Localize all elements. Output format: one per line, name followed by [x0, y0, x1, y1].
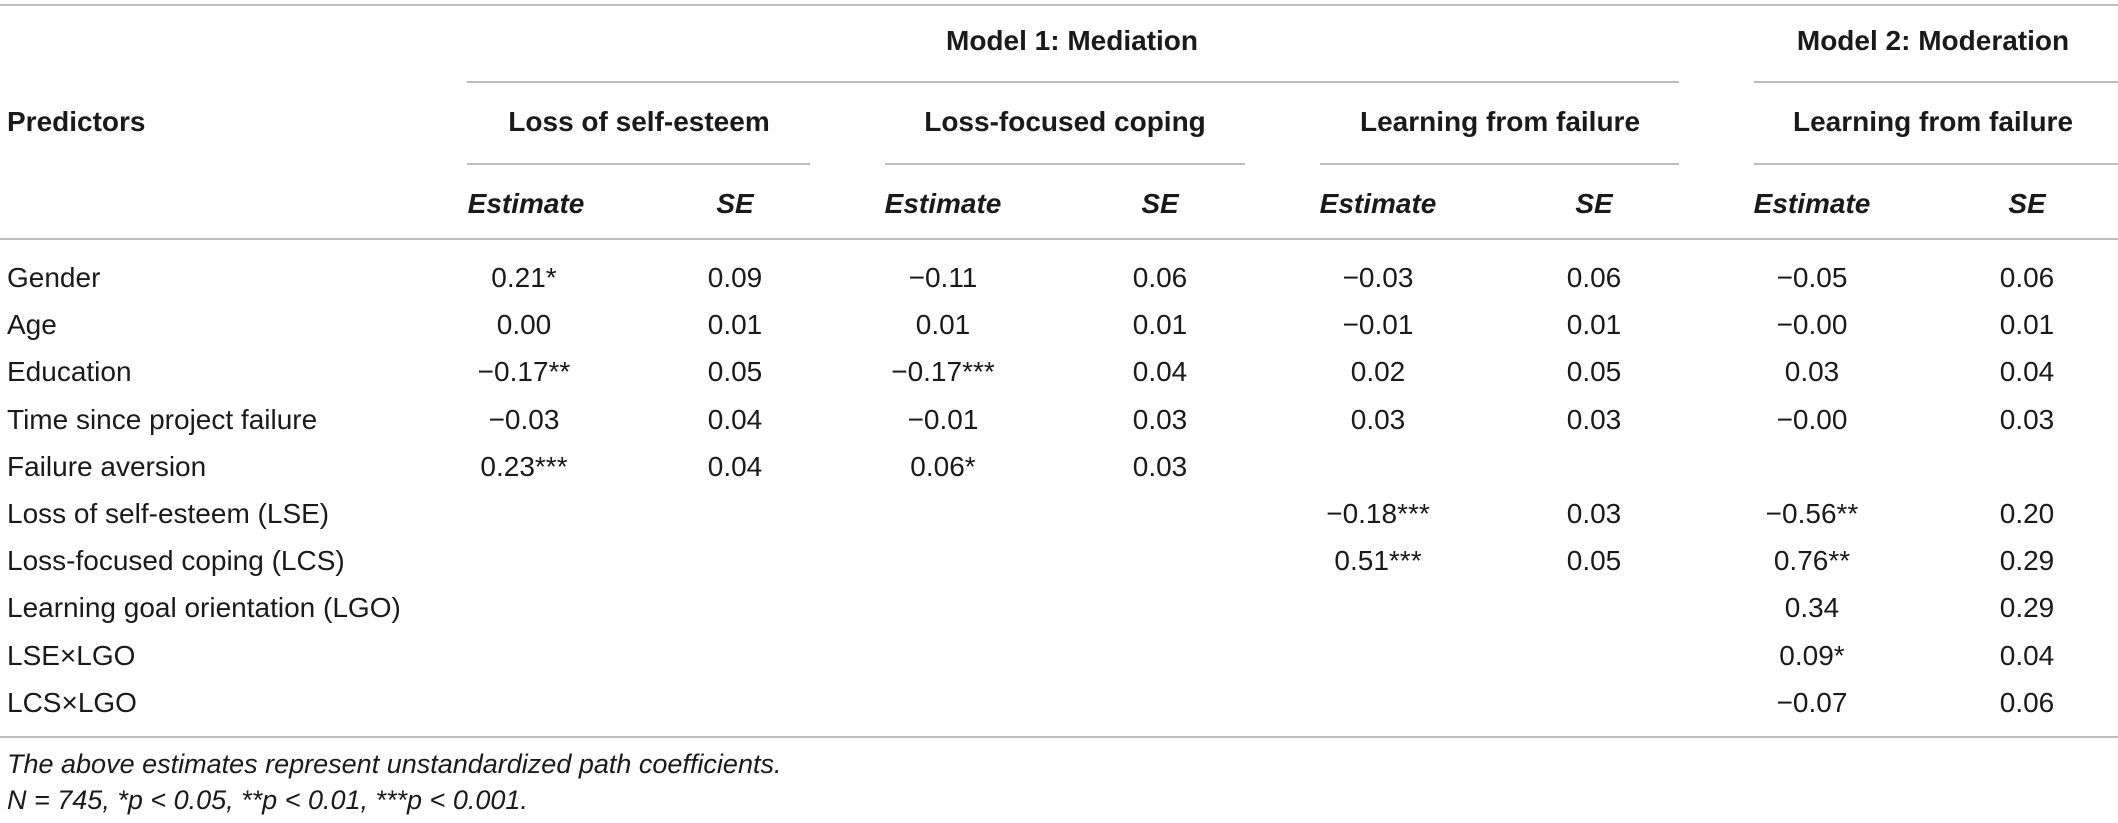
estimate-cell: 0.02	[1350, 356, 1406, 387]
row-label: Learning goal orientation (LGO)	[7, 592, 401, 623]
se-cell: 0.01	[1132, 309, 1188, 340]
subheader-se: SE	[716, 188, 754, 219]
se-cell: 0.06	[1999, 687, 2055, 718]
estimate-cell: −0.18***	[1326, 498, 1430, 529]
model1-rule	[467, 81, 1679, 83]
group-header-lcs: Loss-focused coping	[924, 106, 1206, 137]
subheader-estimate: Estimate	[884, 188, 1002, 219]
estimate-cell: −0.00	[1776, 309, 1848, 340]
se-cell: 0.03	[1566, 404, 1622, 435]
estimate-cell: −0.03	[488, 404, 560, 435]
estimate-cell: −0.03	[1342, 262, 1414, 293]
group3-rule	[1320, 163, 1679, 165]
group2-rule	[885, 163, 1245, 165]
estimate-cell: 0.76**	[1773, 545, 1851, 576]
top-rule	[0, 4, 2118, 6]
model2-rule	[1754, 81, 2118, 83]
estimate-cell: 0.00	[496, 309, 552, 340]
footnote-unstandardized: The above estimates represent unstandard…	[7, 749, 782, 779]
group-header-lff-2: Learning from failure	[1792, 106, 2074, 137]
se-cell: 0.04	[1132, 356, 1188, 387]
se-cell: 0.20	[1999, 498, 2055, 529]
group-header-lff-1: Learning from failure	[1359, 106, 1641, 137]
row-label: Time since project failure	[7, 404, 318, 435]
estimate-cell: 0.34	[1784, 592, 1840, 623]
se-cell: 0.03	[1566, 498, 1622, 529]
estimate-cell: 0.01	[915, 309, 971, 340]
se-cell: 0.03	[1999, 404, 2055, 435]
row-label: Loss of self-esteem (LSE)	[7, 498, 330, 529]
subheader-se: SE	[2008, 188, 2046, 219]
estimate-cell: 0.03	[1784, 356, 1840, 387]
estimate-cell: −0.11	[908, 262, 978, 293]
estimate-cell: −0.56**	[1765, 498, 1859, 529]
se-cell: 0.06	[1566, 262, 1622, 293]
estimate-cell: 0.23***	[480, 451, 568, 482]
subheader-estimate: Estimate	[1319, 188, 1437, 219]
model2-title: Model 2: Moderation	[1796, 25, 2070, 56]
se-cell: 0.06	[1999, 262, 2055, 293]
estimate-cell: −0.17**	[477, 356, 571, 387]
estimate-cell: 0.09*	[1779, 640, 1845, 671]
group1-rule	[467, 163, 810, 165]
subheader-estimate: Estimate	[1753, 188, 1871, 219]
subheader-se: SE	[1141, 188, 1179, 219]
table-bottom-rule	[0, 736, 2118, 738]
group4-rule	[1754, 163, 2118, 165]
estimate-cell: −0.01	[1342, 309, 1414, 340]
se-cell: 0.01	[707, 309, 763, 340]
estimate-cell: 0.03	[1350, 404, 1406, 435]
footnote-significance: N = 745, *p < 0.05, **p < 0.01, ***p < 0…	[7, 785, 528, 815]
row-label: Loss-focused coping (LCS)	[7, 545, 345, 576]
estimate-cell: 0.51***	[1334, 545, 1422, 576]
predictors-header: Predictors	[7, 106, 146, 137]
row-label: LSE×LGO	[7, 640, 136, 671]
se-cell: 0.05	[707, 356, 763, 387]
se-cell: 0.05	[1566, 356, 1622, 387]
estimate-cell: −0.00	[1776, 404, 1848, 435]
se-cell: 0.29	[1999, 545, 2055, 576]
row-label: Age	[7, 309, 57, 340]
estimate-cell: 0.21*	[491, 262, 557, 293]
se-cell: 0.01	[1999, 309, 2055, 340]
se-cell: 0.06	[1132, 262, 1188, 293]
estimate-cell: 0.06*	[910, 451, 976, 482]
se-cell: 0.04	[1999, 640, 2055, 671]
row-label: Gender	[7, 262, 101, 293]
se-cell: 0.04	[707, 451, 763, 482]
se-cell: 0.01	[1566, 309, 1622, 340]
estimate-cell: −0.05	[1776, 262, 1848, 293]
se-cell: 0.03	[1132, 404, 1188, 435]
subheader-se: SE	[1575, 188, 1613, 219]
se-cell: 0.04	[707, 404, 763, 435]
se-cell: 0.09	[707, 262, 763, 293]
row-label: LCS×LGO	[7, 687, 137, 718]
subheader-estimate: Estimate	[467, 188, 585, 219]
se-cell: 0.03	[1132, 451, 1188, 482]
estimate-cell: −0.01	[907, 404, 979, 435]
model1-title: Model 1: Mediation	[946, 25, 1198, 56]
estimate-cell: −0.07	[1776, 687, 1848, 718]
header-bottom-rule	[0, 238, 2118, 240]
estimate-cell: −0.17***	[891, 356, 995, 387]
row-label: Failure aversion	[7, 451, 207, 482]
row-label: Education	[7, 356, 132, 387]
group-header-lse: Loss of self-esteem	[508, 106, 770, 137]
se-cell: 0.04	[1999, 356, 2055, 387]
se-cell: 0.29	[1999, 592, 2055, 623]
se-cell: 0.05	[1566, 545, 1622, 576]
